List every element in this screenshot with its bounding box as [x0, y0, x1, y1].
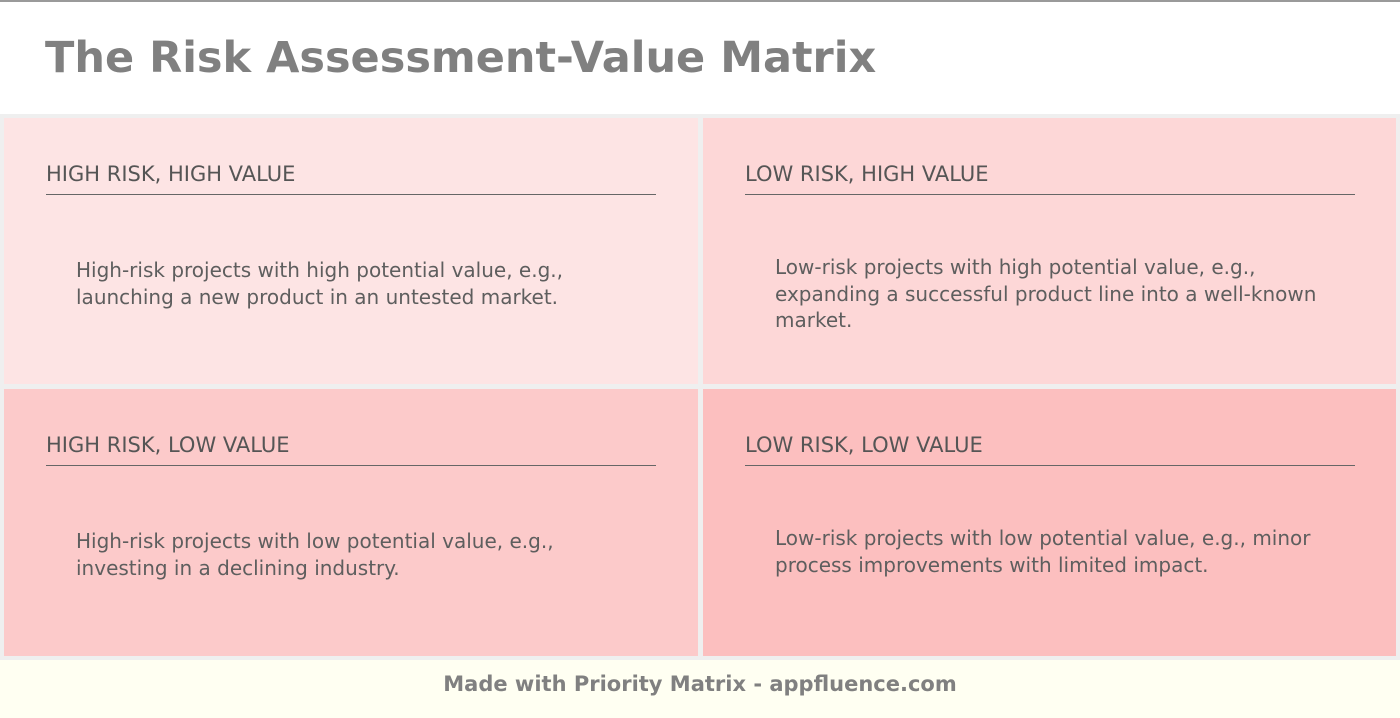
quadrant-heading: LOW RISK, HIGH VALUE [745, 160, 1355, 195]
quadrant-description: Low-risk projects with high potential va… [775, 255, 1317, 332]
matrix-grid: HIGH RISK, HIGH VALUE High-risk projects… [0, 114, 1400, 660]
quadrant-low-risk-low-value[interactable]: LOW RISK, LOW VALUE Low-risk projects wi… [703, 389, 1396, 656]
quadrant-low-risk-high-value[interactable]: LOW RISK, HIGH VALUE Low-risk projects w… [703, 118, 1396, 384]
quadrant-description: High-risk projects with low potential va… [76, 529, 554, 580]
quadrant-heading: LOW RISK, LOW VALUE [745, 431, 1355, 466]
quadrant-heading: HIGH RISK, HIGH VALUE [46, 160, 656, 195]
quadrant-description: High-risk projects with high potential v… [76, 258, 564, 309]
top-border [0, 0, 1400, 2]
footer: Made with Priority Matrix - appfluence.c… [0, 660, 1400, 718]
quadrant-heading: HIGH RISK, LOW VALUE [46, 431, 656, 466]
quadrant-high-risk-low-value[interactable]: HIGH RISK, LOW VALUE High-risk projects … [4, 389, 698, 656]
header: The Risk Assessment-Value Matrix [0, 2, 1400, 114]
quadrant-description: Low-risk projects with low potential val… [775, 526, 1311, 577]
page-title: The Risk Assessment-Value Matrix [45, 33, 877, 83]
footer-credit: Made with Priority Matrix - appfluence.c… [443, 672, 957, 696]
quadrant-high-risk-high-value[interactable]: HIGH RISK, HIGH VALUE High-risk projects… [4, 118, 698, 384]
